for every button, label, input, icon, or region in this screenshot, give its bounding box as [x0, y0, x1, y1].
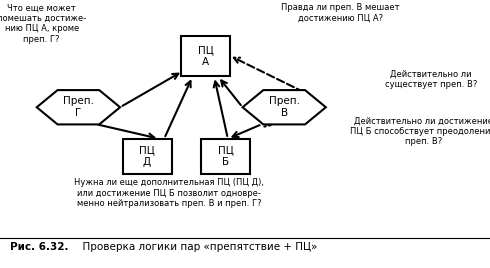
Text: Что еще может
помешать достиже-
нию ПЦ А, кроме
преп. Г?: Что еще может помешать достиже- нию ПЦ А… [0, 3, 86, 44]
Polygon shape [37, 90, 120, 124]
Text: Действительно ли
существует преп. В?: Действительно ли существует преп. В? [385, 70, 477, 89]
Text: Правда ли преп. В мешает
достижению ПЦ А?: Правда ли преп. В мешает достижению ПЦ А… [281, 3, 400, 23]
Text: ПЦ
Б: ПЦ Б [218, 146, 233, 167]
Polygon shape [243, 90, 326, 124]
Text: Преп.
Г: Преп. Г [63, 96, 94, 118]
Bar [201, 139, 250, 174]
Text: Рис. 6.32.: Рис. 6.32. [10, 242, 68, 252]
Text: Проверка логики пар «препятствие + ПЦ»: Проверка логики пар «препятствие + ПЦ» [76, 242, 318, 252]
Text: ПЦ
Д: ПЦ Д [139, 146, 155, 167]
Text: Преп.
В: Преп. В [269, 96, 300, 118]
Text: Действительно ли достижение
ПЦ Б способствует преодолению
преп. В?: Действительно ли достижение ПЦ Б способс… [350, 117, 490, 146]
Text: ПЦ
А: ПЦ А [198, 45, 214, 67]
Bar [122, 139, 172, 174]
Bar [181, 36, 230, 76]
Text: Нужна ли еще дополнительная ПЦ (ПЦ Д),
или достижение ПЦ Б позволит одновре-
мен: Нужна ли еще дополнительная ПЦ (ПЦ Д), и… [74, 178, 264, 208]
